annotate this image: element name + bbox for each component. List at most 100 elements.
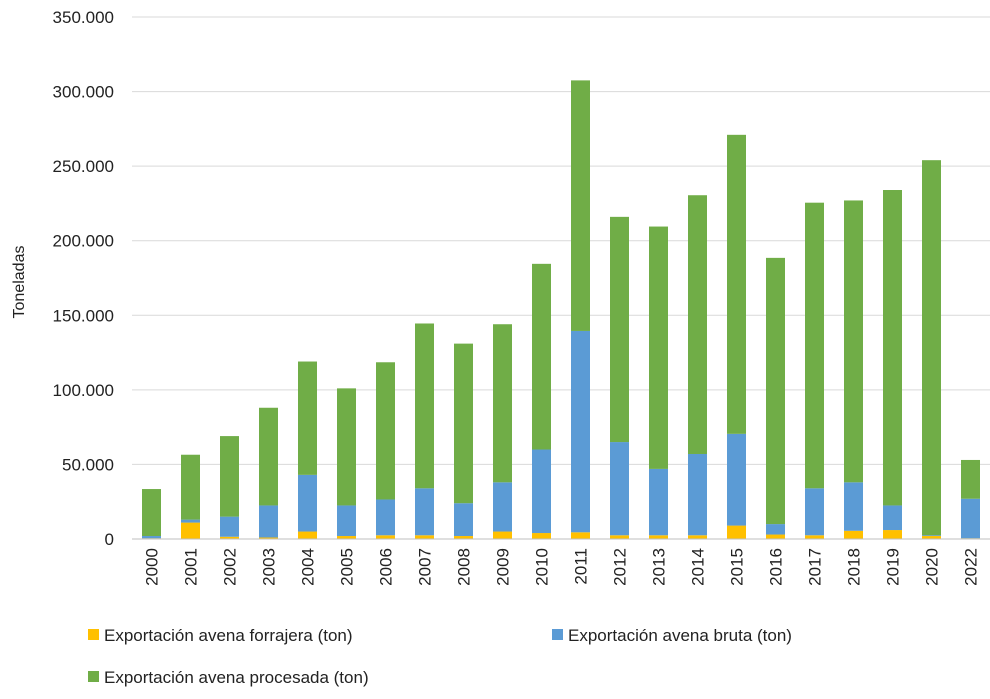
bar-segment [532, 533, 551, 539]
x-tick-label: 2004 [299, 548, 318, 586]
bar-segment [259, 537, 278, 539]
bar-segment [727, 134, 746, 434]
bar-segment [727, 525, 746, 539]
x-tick-label: 2003 [260, 548, 279, 586]
y-axis-tick-labels: 0 50.000 100.000 150.000 200.000 250.000 300.0… [53, 8, 114, 549]
bar-segment [259, 407, 278, 506]
bar-segment [844, 200, 863, 483]
x-axis-tick-labels: 2000 2001 2002 2003 2004 2005 2006 2007 2008 2009… [143, 548, 981, 586]
x-tick-label: 2001 [182, 548, 201, 586]
bar-segment [727, 433, 746, 526]
gridlines [132, 16, 990, 465]
bar-segment [688, 453, 707, 536]
legend-label: Exportación avena procesada (ton) [104, 668, 369, 687]
bar-segment [883, 530, 902, 539]
bar-segment [376, 362, 395, 500]
bar-segment [610, 535, 629, 539]
x-tick-label: 2000 [143, 548, 162, 586]
bar-segment [688, 195, 707, 454]
bar-segment [844, 482, 863, 531]
legend-label: Exportación avena forrajera (ton) [104, 626, 353, 645]
bar-segment [844, 530, 863, 539]
legend-swatch [552, 629, 563, 640]
bar-segment [337, 505, 356, 537]
bar-segment [493, 531, 512, 539]
x-tick-label: 2019 [884, 548, 903, 586]
bar-segment [259, 505, 278, 538]
bar-segment [610, 442, 629, 536]
y-tick-label: 300.000 [53, 83, 114, 102]
bar-segment [883, 190, 902, 506]
x-tick-label: 2010 [533, 548, 552, 586]
y-tick-label: 100.000 [53, 381, 114, 400]
x-tick-label: 2005 [338, 548, 357, 586]
bar-segment [883, 505, 902, 531]
bar-segment [610, 216, 629, 443]
legend-swatch [88, 671, 99, 682]
bar-segment [454, 536, 473, 539]
bars [142, 80, 980, 539]
bar-segment [766, 524, 785, 535]
bar-segment [454, 503, 473, 537]
bar-segment [532, 263, 551, 450]
bar-segment [571, 80, 590, 331]
x-tick-label: 2002 [221, 548, 240, 586]
y-tick-label: 250.000 [53, 157, 114, 176]
bar-segment [142, 536, 161, 539]
y-tick-label: 150.000 [53, 306, 114, 325]
bar-segment [493, 482, 512, 532]
bar-segment [532, 449, 551, 534]
x-tick-label: 2008 [455, 548, 474, 586]
bar-segment [571, 330, 590, 533]
x-tick-label: 2007 [416, 548, 435, 586]
bar-segment [220, 536, 239, 539]
x-tick-label: 2011 [572, 548, 591, 585]
bar-segment [376, 499, 395, 536]
y-axis-label: Toneladas [11, 246, 28, 319]
bar-segment [220, 436, 239, 517]
bar-segment [805, 202, 824, 489]
x-tick-label: 2020 [923, 548, 942, 586]
bar-segment [649, 468, 668, 536]
bar-segment [181, 522, 200, 539]
bar-segment [493, 324, 512, 483]
bar-segment [805, 535, 824, 539]
x-tick-label: 2017 [806, 548, 825, 586]
x-tick-label: 2006 [377, 548, 396, 586]
x-tick-label: 2015 [728, 548, 747, 586]
x-tick-label: 2018 [845, 548, 864, 586]
bar-segment [415, 488, 434, 536]
bar-segment [805, 488, 824, 536]
bar-segment [922, 536, 941, 539]
bar-segment [181, 519, 200, 523]
y-tick-label: 200.000 [53, 232, 114, 251]
bar-segment [649, 535, 668, 539]
bar-segment [376, 535, 395, 539]
bar-segment [922, 535, 941, 537]
bar-segment [922, 160, 941, 536]
y-tick-label: 350.000 [53, 8, 114, 27]
bar-segment [415, 323, 434, 489]
bar-segment [142, 489, 161, 537]
bar-segment [415, 535, 434, 539]
y-tick-label: 0 [105, 530, 114, 549]
x-tick-label: 2012 [611, 548, 630, 586]
x-tick-label: 2022 [962, 548, 981, 586]
bar-segment [454, 343, 473, 504]
bar-segment [649, 226, 668, 469]
x-tick-label: 2013 [650, 548, 669, 586]
legend-label: Exportación avena bruta (ton) [568, 626, 792, 645]
bar-segment [337, 536, 356, 539]
bar-segment [298, 474, 317, 532]
bar-segment [337, 388, 356, 506]
bar-segment [298, 531, 317, 539]
bar-segment [571, 532, 590, 539]
bar-segment [181, 454, 200, 520]
legend-swatch [88, 629, 99, 640]
bar-segment [298, 361, 317, 475]
bar-segment [961, 498, 980, 539]
bar-segment [220, 516, 239, 537]
bar-segment [766, 534, 785, 539]
bar-segment [766, 257, 785, 525]
